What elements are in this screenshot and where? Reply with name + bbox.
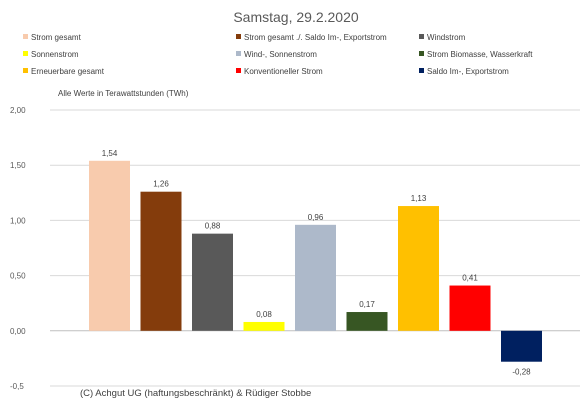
bar [501, 330, 542, 362]
y-tick-label: -0,5 [10, 382, 24, 391]
legend-swatch [236, 68, 241, 73]
legend-swatch [23, 34, 28, 39]
legend-label: Erneuerbare gesamt [31, 67, 105, 76]
data-label: 0,41 [462, 274, 478, 283]
legend-label: Strom gesamt ./. Saldo Im-, Exportstrom [244, 33, 387, 42]
y-tick-label: 0,00 [10, 327, 26, 336]
legend-label: Windstrom [427, 33, 466, 42]
legend-swatch [419, 34, 424, 39]
units-note: Alle Werte in Terawattstunden (TWh) [58, 89, 189, 98]
bar [140, 191, 182, 331]
data-label: 0,17 [359, 300, 375, 309]
legend-label: Sonnenstrom [31, 50, 79, 59]
legend-label: Konventioneller Strom [244, 67, 323, 76]
legend-swatch [23, 51, 28, 56]
bars [89, 160, 542, 362]
y-tick-label: 1,50 [10, 161, 26, 170]
legend-swatch [236, 51, 241, 56]
bar [192, 233, 233, 331]
bar [398, 206, 439, 331]
bar [243, 321, 285, 331]
legend-swatch [236, 34, 241, 39]
bar [346, 312, 388, 331]
legend-swatch [23, 68, 28, 73]
chart-title: Samstag, 29.2.2020 [233, 9, 359, 25]
y-tick-label: 2,00 [10, 106, 26, 115]
data-label: 0,88 [205, 222, 221, 231]
legend-swatch [419, 51, 424, 56]
legend-swatch [419, 68, 424, 73]
y-axis: 2,00 1,50 1,00 0,50 0,00 -0,5 [10, 106, 26, 391]
legend-label: Wind-, Sonnenstrom [244, 50, 317, 59]
bar [89, 160, 130, 331]
data-label: 1,13 [411, 194, 427, 203]
legend-label: Strom Biomasse, Wasserkraft [427, 50, 533, 59]
y-tick-label: 1,00 [10, 216, 26, 225]
bar [295, 224, 336, 331]
data-label: 0,08 [256, 310, 272, 319]
data-label: 1,26 [153, 180, 169, 189]
legend-label: Saldo Im-, Exportstrom [427, 67, 509, 76]
data-labels: 1,54 1,26 0,88 0,08 0,96 0,17 1,13 0,41 -0,28 [102, 149, 531, 377]
data-label: 0,96 [308, 213, 324, 222]
y-tick-label: 0,50 [10, 272, 26, 281]
legend: Strom gesamt Strom gesamt ./. Saldo Im-, … [23, 33, 533, 76]
data-label: 1,54 [102, 149, 118, 158]
bar [449, 285, 491, 331]
legend-label: Strom gesamt [31, 33, 82, 42]
data-label: -0,28 [512, 368, 531, 377]
credit-text: (C) Achgut UG (haftungsbeschränkt) & Rüd… [80, 388, 311, 399]
